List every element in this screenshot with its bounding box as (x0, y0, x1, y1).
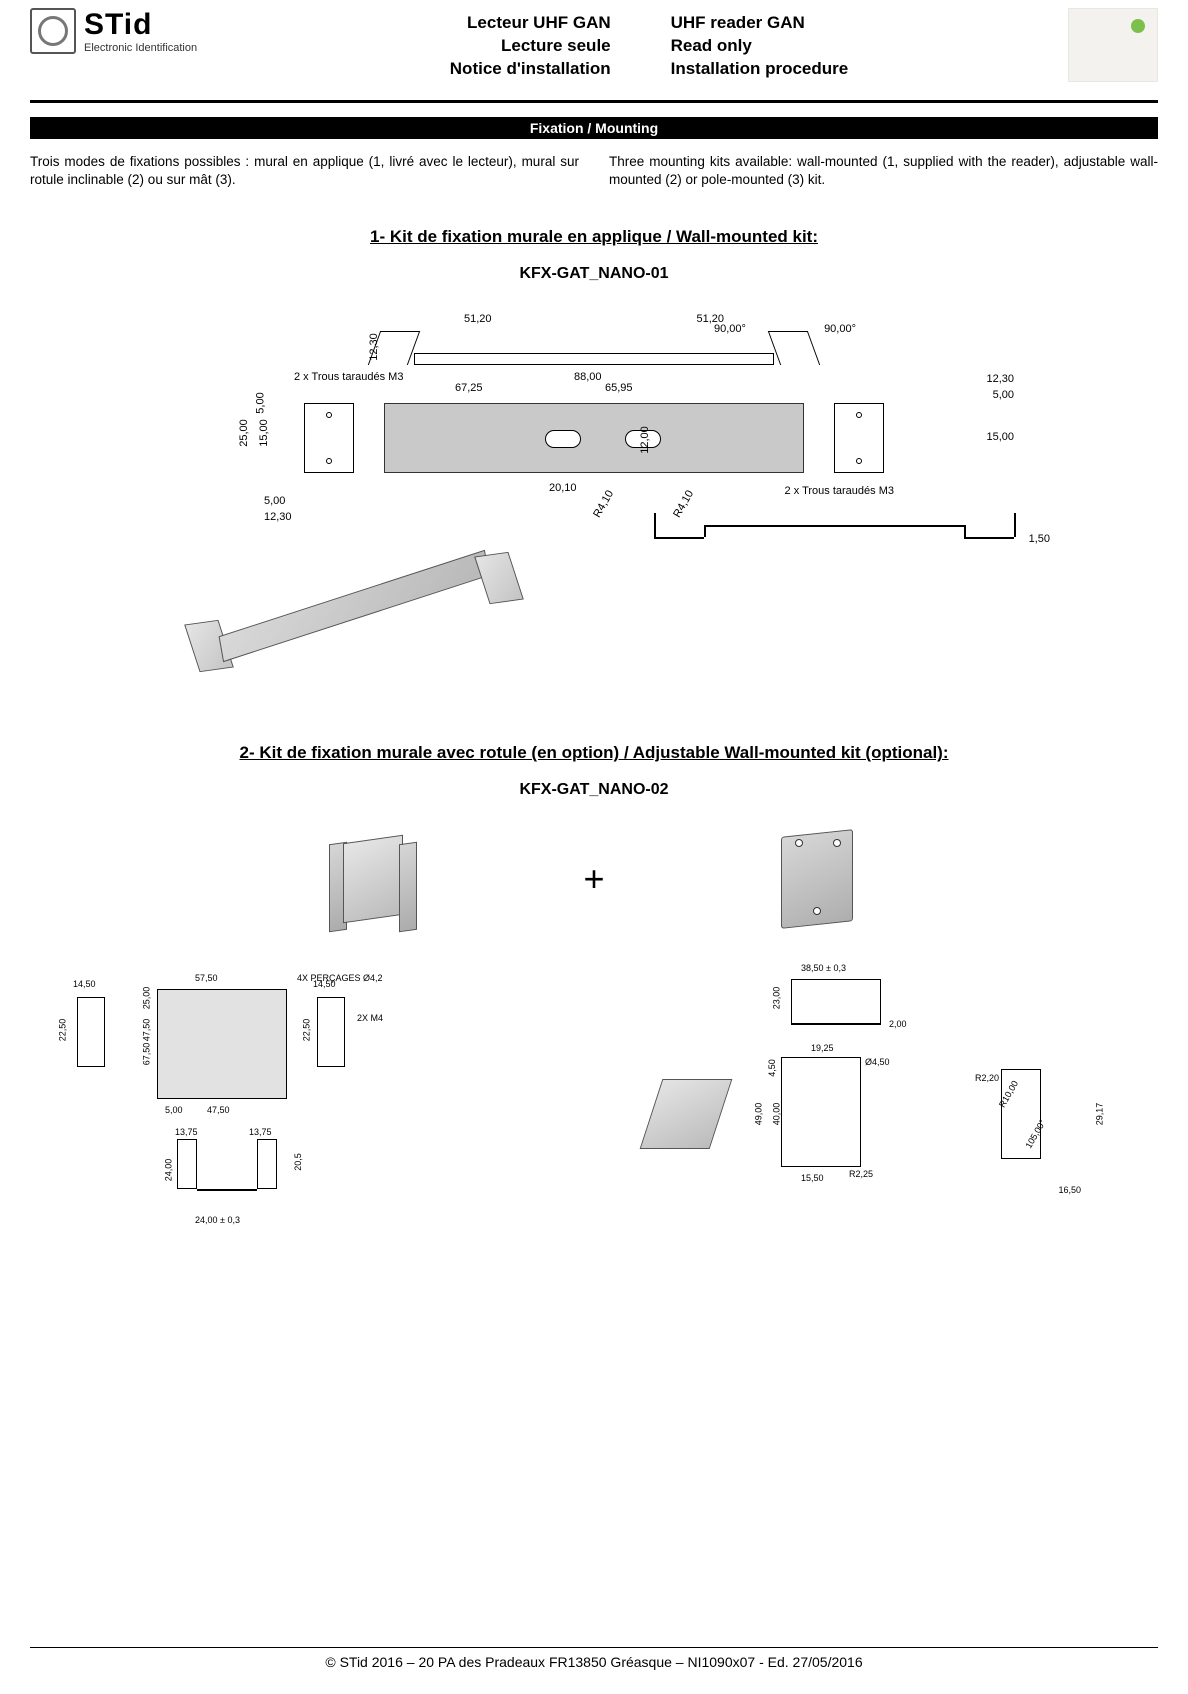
kit1-title: 1- Kit de fixation murale en applique / … (30, 227, 1158, 247)
d-22-50r: 22,50 (301, 1019, 311, 1042)
d-2-00: 2,00 (889, 1019, 907, 1029)
dim-15-r: 15,00 (986, 431, 1014, 443)
d-57-50: 57,50 (195, 973, 218, 983)
dim-15: 15,00 (258, 420, 270, 448)
device-thumbnail (1068, 8, 1158, 82)
d-16-50: 16,50 (1058, 1185, 1081, 1195)
logo-brand: STid (84, 8, 197, 42)
dim-67-25: 67,25 (455, 382, 483, 394)
d-phi4-50: Ø4,50 (865, 1057, 890, 1067)
d-49-00: 49,00 (753, 1103, 763, 1126)
footer-text: © STid 2016 – 20 PA des Pradeaux FR13850… (325, 1654, 862, 1670)
title-fr-l2: Lecture seule (450, 35, 611, 58)
d-4-50: 4,50 (767, 1060, 777, 1078)
kit2-iso-row: + (30, 819, 1158, 939)
dim-12-30: 12,30 (368, 334, 380, 362)
label-holes-l: 2 x Trous taraudés M3 (294, 371, 403, 383)
kit1-iso (174, 513, 534, 693)
title-fr-l1: Lecteur UHF GAN (450, 12, 611, 35)
dim-angle-r: 90,00° (824, 323, 856, 335)
intro-fr: Trois modes de fixations possibles : mur… (30, 153, 579, 189)
kit1-drawings: 51,20 51,20 88,00 12,30 90,00° 90,00° 2 … (30, 313, 1158, 693)
title-columns: Lecteur UHF GAN Lecture seule Notice d'i… (230, 8, 1068, 81)
section-bar: Fixation / Mounting (30, 117, 1158, 139)
kit1-profile-iso: 1,50 (174, 513, 1014, 693)
dim-angle-l: 90,00° (714, 323, 746, 335)
d-67-50: 67,50 (141, 1043, 151, 1066)
d-29-17: 29,17 (1095, 1103, 1105, 1126)
label-holes-r: 2 x Trous taraudés M3 (785, 485, 894, 497)
kit2-title: 2- Kit de fixation murale avec rotule (e… (30, 743, 1158, 763)
r-r2-25: R2,25 (849, 1169, 873, 1179)
kit2-left-cluster: 14,50 22,50 57,50 4X PERÇAGES Ø4,2 25,00… (77, 979, 497, 1239)
kit2-right-cluster: 38,50 ± 0,3 23,00 2,00 19,25 Ø4,50 4,50 … (631, 979, 1111, 1239)
label-m4: 2X M4 (357, 1013, 383, 1023)
dim-25: 25,00 (238, 420, 250, 448)
end-plate-right (834, 403, 884, 473)
intro-two-col: Trois modes de fixations possibles : mur… (30, 153, 1158, 189)
d-22-50l: 22,50 (57, 1019, 67, 1042)
d-14-50r: 14,50 (313, 979, 336, 989)
dim-12-30-r: 12,30 (986, 373, 1014, 385)
title-en: UHF reader GAN Read only Installation pr… (671, 12, 849, 81)
kit2-hinge-iso (765, 819, 865, 939)
title-fr-l3: Notice d'installation (450, 58, 611, 81)
d-25-00: 25,00 (141, 987, 151, 1010)
d-47-50a: 47,50 (141, 1019, 151, 1042)
d-47-50b: 47,50 (207, 1105, 230, 1115)
logo-tagline: Electronic Identification (84, 42, 197, 54)
plus-sign: + (583, 858, 604, 900)
d-19-25: 19,25 (811, 1043, 834, 1053)
title-en-l1: UHF reader GAN (671, 12, 849, 35)
d-5-00: 5,00 (165, 1105, 183, 1115)
kit2-ubracket-iso (323, 819, 423, 939)
d-20-5: 20,5 (293, 1154, 303, 1172)
d-13-75a: 13,75 (175, 1127, 198, 1137)
intro-en: Three mounting kits available: wall-moun… (609, 153, 1158, 189)
logo: STid Electronic Identification (30, 8, 230, 54)
kit2-ref: KFX-GAT_NANO-02 (30, 781, 1158, 799)
header: STid Electronic Identification Lecteur U… (30, 0, 1158, 82)
dim-51-20a: 51,20 (464, 313, 492, 325)
title-en-l3: Installation procedure (671, 58, 849, 81)
logo-mark (30, 8, 76, 54)
main-plate: 67,25 65,95 20,10 12,00 R4,10 R4,10 (384, 403, 804, 473)
dim-5: 5,00 (255, 393, 267, 414)
footer: © STid 2016 – 20 PA des Pradeaux FR13850… (30, 1647, 1158, 1670)
dim-5-r: 5,00 (993, 389, 1014, 401)
label-perc: 4X PERÇAGES Ø4,2 (297, 973, 383, 983)
dim-65-95: 65,95 (605, 382, 633, 394)
dim-88: 88,00 (574, 371, 602, 383)
dim-12-00: 12,00 (639, 427, 651, 455)
dim-thickness: 1,50 (1029, 533, 1050, 545)
r-r2-20: R2,20 (975, 1073, 999, 1083)
title-en-l2: Read only (671, 35, 849, 58)
d-38-50: 38,50 ± 0,3 (801, 963, 846, 973)
kit1-profile (654, 513, 1014, 553)
end-plate-left (304, 403, 354, 473)
d-40-00: 40,00 (771, 1103, 781, 1126)
d-15-50: 15,50 (801, 1173, 824, 1183)
d-13-75b: 13,75 (249, 1127, 272, 1137)
dim-20-10: 20,10 (549, 482, 577, 494)
title-fr: Lecteur UHF GAN Lecture seule Notice d'i… (450, 12, 611, 81)
d-23-00: 23,00 (771, 987, 781, 1010)
d-24-00: 24,00 (163, 1159, 173, 1182)
dim-5b: 5,00 (264, 495, 285, 507)
kit1-ref: KFX-GAT_NANO-01 (30, 265, 1158, 283)
d-14-50l: 14,50 (73, 979, 96, 989)
kit2-drawings-row: 14,50 22,50 57,50 4X PERÇAGES Ø4,2 25,00… (30, 979, 1158, 1239)
header-rule (30, 100, 1158, 103)
d-24-00-tol: 24,00 ± 0,3 (195, 1215, 240, 1225)
kit1-front-view: 2 x Trous taraudés M3 67,25 65,95 20,10 … (304, 403, 884, 473)
